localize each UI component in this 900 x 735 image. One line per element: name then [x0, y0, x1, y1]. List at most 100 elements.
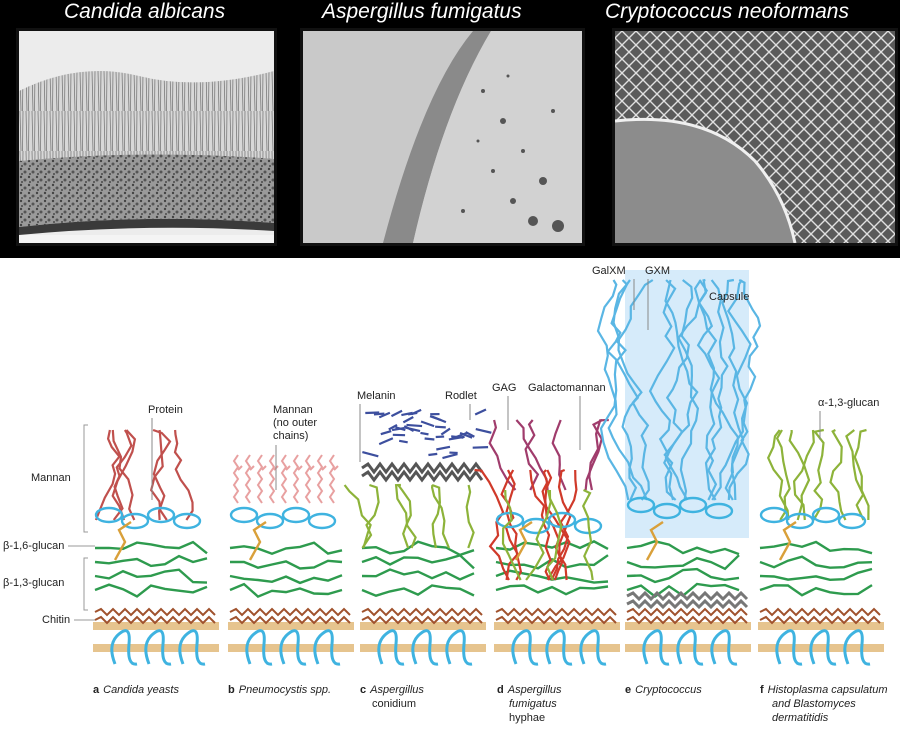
wall-column-3-melanin	[401, 411, 413, 417]
wall-column-3-melanin	[406, 423, 423, 428]
wall-column-3-melanin	[390, 409, 403, 418]
bracket-mannan	[83, 424, 88, 533]
wall-column-3-melanin	[420, 420, 435, 428]
wall-column-5-chitosan	[626, 590, 749, 602]
wall-column-5-capsule	[693, 279, 721, 501]
caption-c-line-2: conidium	[372, 698, 417, 710]
cell-wall-diagram-panel	[0, 258, 900, 735]
cryptococcus-micrograph-image	[615, 31, 895, 243]
wall-column-4-b13-glucan	[495, 584, 609, 596]
wall-column-4-glucan	[525, 489, 552, 581]
wall-column-1-membrane	[178, 629, 206, 666]
wall-column-2-mannan	[304, 454, 312, 504]
caption-a-letter: a	[93, 684, 100, 696]
wall-column-2-mannan	[268, 454, 276, 504]
wall-column-4-galactomannan	[505, 469, 523, 581]
caption-d-letter: d	[497, 684, 504, 696]
wall-column-3-melanin	[378, 437, 394, 446]
wall-column-6-b13-glucan	[759, 567, 873, 582]
wall-column-1-b13-glucan	[94, 568, 208, 584]
wall-column-5-mannoprotein	[652, 502, 682, 520]
wall-column-3-rodlet	[361, 461, 484, 475]
wall-column-6-membrane	[758, 644, 884, 652]
wall-column-5-mannoprotein	[678, 496, 708, 514]
caption-d-line-1: Aspergillus	[507, 684, 562, 696]
wall-column-2-mannan	[292, 454, 300, 504]
wall-column-3-melanin	[475, 428, 492, 434]
wall-column-3-b13-glucan	[361, 584, 475, 597]
wall-column-1-mannan	[111, 429, 137, 521]
wall-column-1-mannan	[152, 428, 172, 521]
wall-column-6-mannoprotein	[785, 512, 815, 530]
wall-column-4-gag	[524, 419, 540, 491]
wall-column-3-melanin	[435, 425, 446, 429]
wall-column-1-b13-glucan	[94, 554, 208, 568]
wall-column-2-mannoprotein	[255, 512, 285, 530]
wall-column-3-melanin	[403, 426, 421, 433]
wall-column-3-chitin	[361, 615, 483, 625]
wall-column-3-melanin	[459, 431, 473, 439]
wall-column-1-mannan	[94, 429, 121, 521]
wall-column-2-mannan	[232, 454, 240, 504]
wall-column-2-mannan	[309, 465, 315, 471]
caption-b-line-1: Pneumocystis spp.	[238, 684, 332, 696]
caption-f-line-2: and Blastomyces	[772, 698, 856, 710]
wall-column-3-melanin	[378, 411, 391, 419]
cryptococcus-micrograph	[612, 28, 898, 246]
wall-column-4-glucan	[546, 489, 563, 581]
wall-column-2-b13-glucan	[230, 559, 343, 570]
wall-column-2-b13-glucan	[229, 582, 343, 598]
wall-column-5-capsule	[704, 279, 729, 501]
annotation-galactomannan: Galactomannan	[528, 382, 606, 394]
wall-column-3-melanin	[429, 415, 442, 422]
wall-column-2-b13-glucan	[229, 574, 343, 585]
caption-c: c Aspergillus conidium	[360, 683, 424, 711]
wall-column-3-melanin	[380, 429, 392, 436]
wall-column-5-capsule	[648, 279, 677, 501]
wall-column-2-mannan	[249, 465, 255, 471]
wall-column-5-b13-glucan	[626, 567, 740, 584]
wall-column-3-glucan	[431, 483, 442, 549]
wall-column-6-a13-glucan	[812, 428, 825, 521]
wall-column-5-membrane	[710, 629, 738, 666]
wall-column-5-membrane	[642, 629, 670, 666]
wall-column-5-chitin	[626, 607, 748, 617]
candida-micrograph	[16, 28, 277, 246]
wall-column-3-melanin	[436, 445, 451, 451]
wall-column-2-mannan	[256, 454, 264, 504]
cell-wall-diagram	[68, 270, 884, 666]
caption-d-line-3: hyphae	[509, 712, 546, 724]
wall-column-6-a13-glucan	[766, 429, 790, 521]
photo-title-aspergillus: Aspergillus fumigatus	[322, 0, 522, 23]
wall-column-1-mannoprotein	[94, 506, 124, 524]
wall-column-4-membrane	[545, 629, 573, 666]
label-b16-glucan: β-1,6-glucan	[3, 540, 65, 552]
wall-column-3-melanin	[420, 431, 429, 436]
annotation-mannan-no-outer-1: Mannan	[273, 404, 313, 416]
caption-a-line-1: Candida yeasts	[103, 684, 179, 696]
wall-column-2-membrane	[228, 622, 354, 630]
wall-column-2-membrane	[279, 629, 307, 666]
annotation-galxm: GalXM	[592, 265, 626, 277]
wall-column-5-mannoprotein	[626, 496, 656, 514]
caption-e-line-1: Cryptococcus	[635, 684, 702, 696]
wall-column-3-melanin	[398, 439, 408, 444]
wall-column-3-membrane	[445, 629, 473, 666]
wall-column-5-capsule	[599, 279, 630, 501]
wall-column-5-b16-glucan	[645, 521, 664, 561]
caption-a: a Candida yeasts	[93, 683, 179, 697]
caption-f-letter: f	[760, 684, 764, 696]
wall-column-2-membrane	[313, 629, 341, 666]
wall-column-2-mannan	[244, 454, 252, 504]
wall-column-2-mannoprotein	[281, 506, 311, 524]
wall-column-5-membrane	[625, 644, 751, 652]
caption-b-letter: b	[228, 684, 235, 696]
wall-column-6-mannoprotein	[837, 512, 867, 530]
wall-column-1-mannoprotein	[120, 512, 150, 530]
wall-column-2-b13-glucan	[229, 541, 343, 555]
wall-column-3-membrane	[360, 644, 486, 652]
wall-column-3-melanin	[440, 427, 451, 436]
wall-column-6-mannoprotein	[759, 506, 789, 524]
wall-column-4-gag	[551, 419, 567, 491]
wall-column-3-melanin	[395, 426, 406, 432]
